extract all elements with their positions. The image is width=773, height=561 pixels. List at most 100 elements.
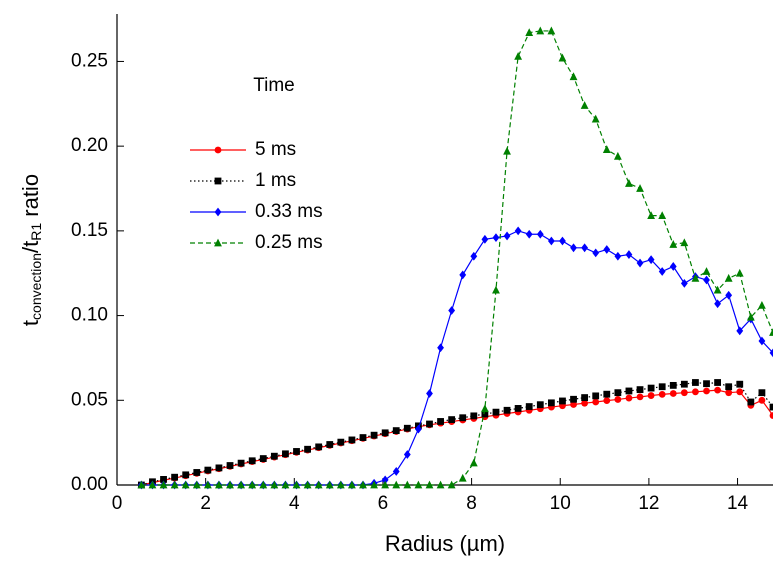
point — [725, 383, 733, 391]
point — [470, 251, 478, 261]
point — [503, 406, 511, 414]
point — [758, 336, 766, 346]
point — [259, 480, 268, 489]
point — [636, 258, 644, 268]
point — [348, 436, 356, 444]
point — [403, 480, 412, 489]
point — [547, 236, 555, 246]
point — [758, 389, 766, 397]
point — [248, 480, 257, 489]
y-title-sub: R1 — [28, 223, 44, 241]
point — [758, 301, 766, 309]
point — [448, 416, 456, 424]
point — [160, 476, 167, 483]
point — [359, 434, 367, 441]
point — [348, 480, 356, 489]
point — [459, 414, 467, 422]
point — [481, 410, 489, 418]
point — [336, 480, 345, 489]
point — [514, 51, 523, 60]
point — [614, 251, 622, 261]
point — [337, 438, 345, 446]
y-axis-title: tconvection/tR1 ratio — [18, 174, 44, 326]
x-tick-label: 10 — [550, 493, 571, 514]
point — [492, 285, 500, 294]
point — [159, 480, 168, 489]
point — [437, 418, 444, 425]
point — [525, 28, 534, 37]
point — [592, 398, 600, 406]
point — [680, 238, 689, 247]
point — [614, 389, 622, 397]
point — [747, 398, 755, 406]
point — [259, 455, 267, 462]
point — [724, 273, 733, 282]
point — [436, 480, 445, 489]
point — [503, 146, 511, 155]
point — [415, 424, 422, 434]
point — [625, 387, 633, 395]
point — [714, 299, 721, 309]
point — [614, 396, 622, 403]
x-tick-label: 4 — [289, 493, 300, 514]
point — [381, 475, 389, 485]
point — [270, 452, 278, 460]
point — [658, 383, 666, 391]
point — [426, 389, 433, 398]
x-tick-label: 14 — [727, 493, 749, 514]
point — [470, 412, 478, 420]
point — [547, 26, 556, 35]
point — [680, 389, 688, 397]
legend-title: Time — [253, 75, 295, 96]
point — [314, 480, 323, 489]
point — [536, 401, 544, 409]
point — [647, 211, 656, 220]
point — [281, 480, 290, 489]
point — [182, 471, 190, 479]
point — [736, 380, 744, 388]
y-tick-label: 0.25 — [71, 50, 108, 71]
point — [592, 248, 600, 258]
point — [569, 72, 578, 81]
point — [636, 184, 644, 192]
point — [226, 480, 234, 489]
point — [181, 480, 190, 489]
point — [558, 53, 567, 62]
point — [581, 394, 589, 401]
y-title-part: /t — [18, 241, 43, 253]
series-line — [141, 230, 773, 486]
point — [381, 429, 389, 437]
point — [591, 114, 600, 123]
point — [392, 467, 400, 476]
point — [370, 480, 378, 489]
point — [503, 231, 511, 241]
point — [725, 389, 733, 397]
x-tick-label: 8 — [466, 493, 477, 514]
point — [735, 268, 744, 277]
point — [559, 236, 566, 246]
point — [403, 424, 411, 432]
point — [170, 480, 179, 489]
point — [725, 290, 733, 300]
legend-marker — [214, 207, 222, 217]
legend-label: 0.25 ms — [255, 232, 323, 253]
point — [392, 480, 401, 489]
point — [647, 384, 655, 392]
point — [148, 480, 157, 489]
point — [580, 101, 589, 109]
point — [669, 240, 678, 248]
point — [536, 26, 545, 35]
point — [669, 262, 677, 271]
point — [414, 480, 423, 489]
point — [625, 179, 633, 187]
point — [359, 480, 367, 489]
point — [658, 267, 666, 276]
point — [636, 393, 644, 401]
x-tick-label: 2 — [200, 493, 211, 514]
point — [736, 326, 744, 336]
point — [570, 243, 577, 253]
point — [171, 473, 179, 481]
point — [192, 480, 201, 489]
point — [536, 229, 544, 239]
point — [392, 427, 400, 435]
